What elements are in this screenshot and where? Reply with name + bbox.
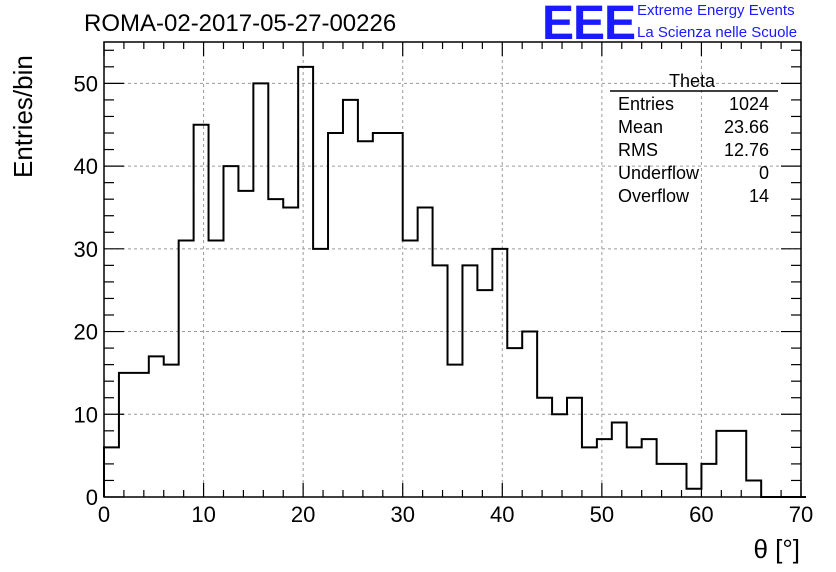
- x-tick-label: 20: [291, 502, 315, 527]
- histogram-bin: [134, 373, 149, 497]
- y-axis-label: Entries/bin: [8, 55, 38, 178]
- histogram-bin: [238, 191, 253, 497]
- histogram-bin: [164, 365, 179, 497]
- stats-title: Theta: [669, 71, 716, 91]
- histogram-bin: [179, 241, 194, 497]
- histogram-bin: [746, 480, 761, 497]
- x-tick-label: 60: [689, 502, 713, 527]
- histogram-bin: [418, 207, 433, 497]
- histogram-bin: [612, 423, 627, 497]
- histogram-bin: [328, 133, 343, 497]
- y-tick-label: 20: [74, 320, 98, 345]
- stats-value: 0: [759, 163, 769, 183]
- histogram-series: [103, 65, 806, 498]
- histogram-bin: [358, 141, 373, 497]
- histogram-bin: [283, 207, 298, 497]
- histogram-bin: [642, 439, 657, 497]
- stats-value: 1024: [729, 94, 769, 114]
- stats-value: 12.76: [724, 140, 769, 160]
- histogram-bin: [701, 464, 716, 497]
- histogram-bin: [507, 348, 522, 497]
- y-tick-label: 30: [74, 237, 98, 262]
- histogram-bin: [209, 241, 224, 497]
- histogram-bin: [448, 365, 463, 497]
- histogram-bin: [627, 447, 642, 497]
- y-tick-label: 0: [86, 485, 98, 510]
- y-tick-label: 40: [74, 154, 98, 179]
- logo-subtitle-1: Extreme Energy Events: [637, 2, 795, 19]
- histogram-bin: [343, 100, 358, 497]
- histogram-bin: [552, 414, 567, 497]
- histogram-bin: [313, 249, 328, 497]
- stats-label: RMS: [618, 140, 658, 160]
- x-tick-label: 40: [490, 502, 514, 527]
- histogram-bin: [672, 464, 687, 497]
- y-tick-label: 10: [74, 402, 98, 427]
- histogram-bin: [373, 133, 388, 497]
- histogram-bin: [104, 447, 119, 497]
- histogram-bin: [253, 83, 268, 497]
- histogram-bin: [462, 265, 477, 497]
- histogram-bin: [268, 199, 283, 497]
- histogram-bin: [403, 241, 418, 497]
- histogram-bin: [388, 133, 403, 497]
- histogram-bin: [119, 373, 134, 497]
- x-tick-label: 30: [390, 502, 414, 527]
- x-tick-label: 50: [590, 502, 614, 527]
- y-tick-label: 50: [74, 71, 98, 96]
- stats-value: 14: [749, 186, 769, 206]
- stats-label: Entries: [618, 94, 674, 114]
- histogram-bin: [194, 125, 209, 497]
- histogram-bin: [492, 249, 507, 497]
- stats-label: Overflow: [618, 186, 690, 206]
- histogram-bin: [223, 166, 238, 497]
- histogram-bin: [731, 431, 746, 497]
- axes-frame: [103, 41, 802, 498]
- axis-ticks: [103, 42, 802, 498]
- grid: [104, 42, 801, 497]
- stats-label: Underflow: [618, 163, 700, 183]
- logo-subtitle-2: La Scienza nelle Scuole: [637, 24, 798, 41]
- histogram-bin: [582, 447, 597, 497]
- axis-tick-labels: 0 10 20 30 40 50 60 70 0 10 20 30 40 50: [74, 71, 814, 527]
- histogram-outline: [103, 65, 806, 498]
- histogram-bin: [298, 67, 313, 497]
- x-tick-label: 0: [98, 502, 110, 527]
- histogram-bin: [522, 332, 537, 497]
- histogram-bin: [657, 464, 672, 497]
- x-axis-label: θ [°]: [753, 534, 800, 564]
- x-tick-label: 10: [191, 502, 215, 527]
- x-tick-label: 70: [789, 502, 813, 527]
- histogram-bin: [433, 265, 448, 497]
- plot-frame: [103, 41, 802, 498]
- stats-box: Theta Entries 1024 Mean 23.66 RMS 12.76 Underf…: [610, 71, 778, 206]
- stats-label: Mean: [618, 117, 663, 137]
- plot-title: ROMA-02-2017-05-27-00226: [84, 10, 397, 37]
- histogram-bin: [686, 489, 701, 497]
- histogram-bin: [716, 431, 731, 497]
- histogram-bin: [597, 439, 612, 497]
- histogram-bin: [537, 398, 552, 497]
- stats-value: 23.66: [724, 117, 769, 137]
- histogram-bin: [477, 290, 492, 497]
- histogram-bin: [567, 398, 582, 497]
- histogram-bin: [149, 356, 164, 497]
